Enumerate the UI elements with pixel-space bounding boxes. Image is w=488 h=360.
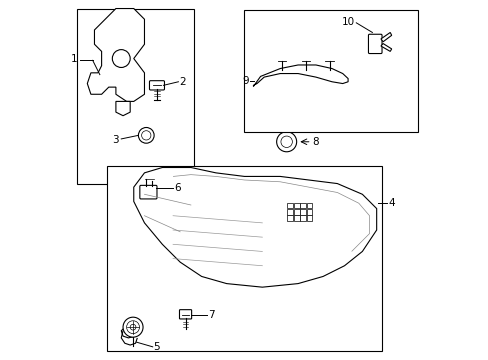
Polygon shape: [116, 102, 130, 116]
Polygon shape: [134, 167, 376, 287]
Circle shape: [126, 321, 139, 334]
Bar: [306, 203, 312, 208]
Bar: [300, 209, 305, 215]
Bar: [300, 203, 305, 208]
Bar: [293, 203, 299, 208]
Bar: [107, 166, 381, 351]
Bar: [306, 209, 312, 215]
Circle shape: [281, 136, 292, 148]
Text: 3: 3: [112, 135, 119, 145]
Bar: [287, 203, 292, 208]
FancyBboxPatch shape: [179, 310, 191, 319]
Text: 1: 1: [71, 54, 78, 64]
Polygon shape: [87, 9, 144, 102]
Bar: [77, 9, 194, 184]
Bar: [293, 209, 299, 215]
Polygon shape: [380, 44, 391, 51]
FancyBboxPatch shape: [140, 185, 157, 199]
Bar: [287, 209, 292, 215]
Text: 2: 2: [179, 77, 185, 87]
Circle shape: [130, 324, 136, 330]
Bar: [293, 215, 299, 221]
Circle shape: [142, 131, 151, 140]
Bar: [244, 10, 417, 132]
Text: 4: 4: [387, 198, 394, 208]
Text: 7: 7: [207, 310, 214, 320]
Text: 10: 10: [342, 17, 354, 27]
Polygon shape: [121, 324, 139, 338]
Polygon shape: [253, 65, 347, 86]
Polygon shape: [380, 32, 391, 42]
Bar: [306, 215, 312, 221]
Circle shape: [144, 134, 148, 137]
Text: 9: 9: [242, 76, 248, 86]
Bar: [287, 215, 292, 221]
Circle shape: [138, 127, 154, 143]
Text: 5: 5: [153, 342, 160, 352]
Circle shape: [123, 317, 143, 337]
Bar: [300, 215, 305, 221]
Text: 8: 8: [312, 137, 318, 147]
FancyBboxPatch shape: [149, 81, 164, 90]
FancyBboxPatch shape: [367, 34, 381, 54]
Text: 6: 6: [173, 183, 180, 193]
Circle shape: [276, 132, 296, 152]
Circle shape: [112, 50, 130, 67]
